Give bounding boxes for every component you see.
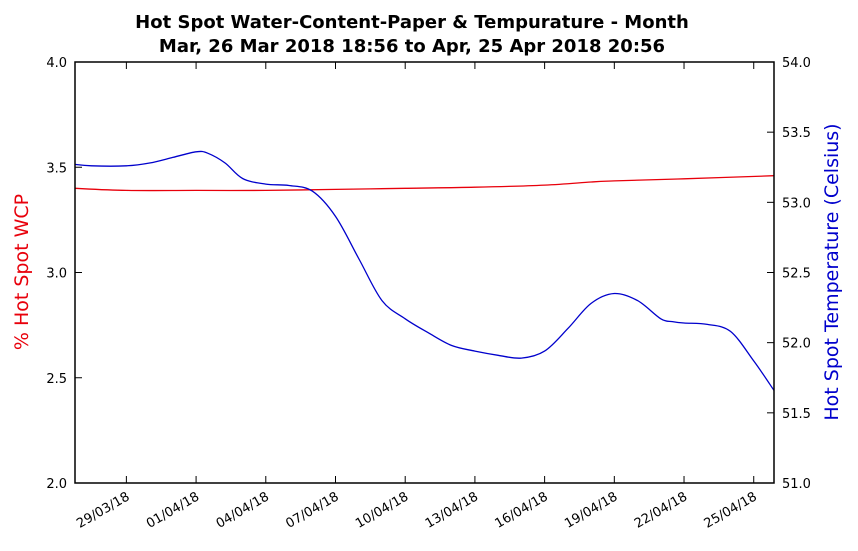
y-left-tick-label: 3.5 [46,161,67,176]
y-right-tick-label: 53.5 [782,126,811,141]
x-tick-label: 25/04/18 [702,489,760,531]
y-right-tick-label: 52.0 [782,337,811,352]
series-line-temperature [74,150,775,391]
y-axis-right-label: Hot Spot Temperature (Celsius) [821,123,843,420]
chart-title: Hot Spot Water-Content-Paper & Tempuratu… [135,12,689,33]
y-right-tick-label: 54.0 [782,56,811,71]
x-tick-label: 01/04/18 [144,489,202,531]
chart-subtitle: Mar, 26 Mar 2018 18:56 to Apr, 25 Apr 20… [159,36,665,57]
y-left-tick-label: 3.0 [46,267,67,282]
x-tick-label: 07/04/18 [283,489,341,531]
series-layer [74,150,775,391]
x-tick-label: 22/04/18 [632,489,690,531]
y-right-tick-label: 52.5 [782,267,811,282]
y-right-tick-label: 53.0 [782,196,811,211]
x-tick-label: 13/04/18 [423,489,481,531]
y-axis-right: 51.0 51.5 52.0 52.5 53.0 53.5 54.0 [767,56,811,492]
plot-frame [74,61,775,484]
y-axis-left-label: % Hot Spot WCP [11,194,33,350]
y-right-tick-label: 51.0 [782,477,811,492]
y-right-tick-label: 51.5 [782,407,811,422]
x-tick-label: 19/04/18 [562,489,620,531]
x-tick-label: 10/04/18 [353,489,411,531]
x-tick-label: 04/04/18 [214,489,272,531]
y-left-tick-label: 4.0 [46,56,67,71]
y-left-tick-label: 2.5 [46,372,67,387]
x-tick-label: 29/03/18 [74,489,132,531]
series-line-wcp [74,175,775,192]
y-left-tick-label: 2.0 [46,477,67,492]
x-axis: 29/03/18 01/04/18 04/04/18 07/04/18 10/04/18… [74,62,760,532]
x-tick-label: 16/04/18 [493,489,551,531]
y-axis-left: 2.0 2.5 3.0 3.5 4.0 [46,56,82,492]
